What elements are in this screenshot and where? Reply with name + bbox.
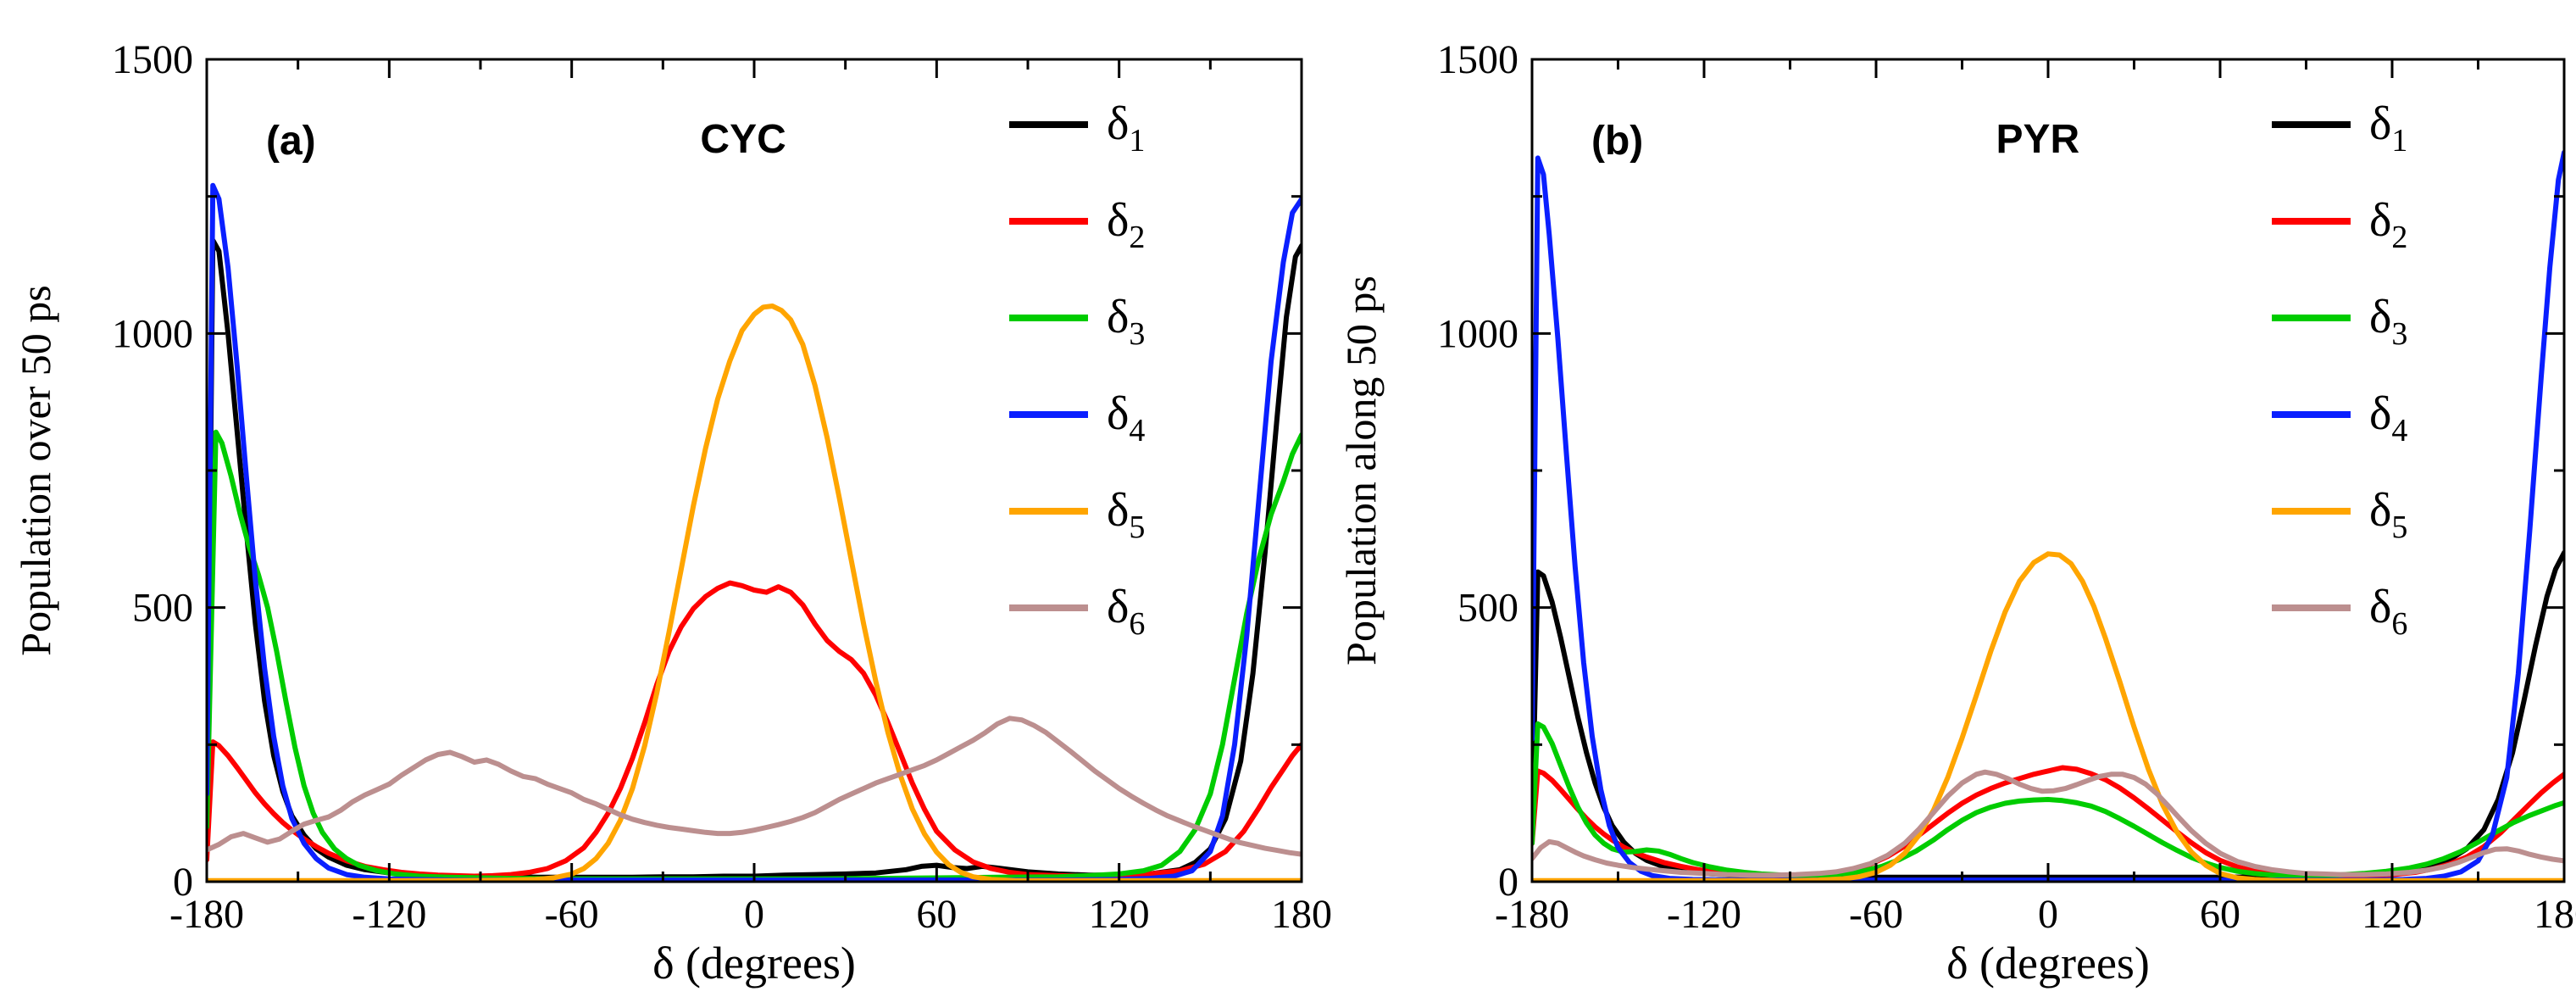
series-group [207,182,1302,882]
panel-b: -180 -120 -60 0 60 120 180 0 500 1000 1500 δ (degre… [1337,37,2576,989]
series-line-delta-6 [1532,769,2564,878]
series-group [1532,149,2564,882]
x-tick-label: 120 [2362,892,2423,937]
legend: δ1 δ2 δ3 δ4 δ5 δ6 [1009,97,1145,642]
x-tick-label: 60 [2200,892,2240,937]
legend-label-delta-2: δ2 [2369,194,2407,255]
legend-label-delta-4: δ4 [1107,387,1145,448]
x-tick-label: -120 [1667,892,1741,937]
legend-label-delta-6: δ6 [1107,581,1145,642]
series-line-delta-1 [1532,550,2564,880]
x-tick-label: 0 [2038,892,2058,937]
x-tick-label: -120 [352,892,426,937]
legend-label-delta-3: δ3 [1107,291,1145,352]
legend-label-delta-5: δ5 [1107,484,1145,545]
panel-title: PYR [1996,117,2079,162]
y-tick-label: 1000 [1437,311,1518,356]
legend: δ1 δ2 δ3 δ4 δ5 δ6 [2272,97,2407,642]
y-tick-label: 1500 [112,37,193,82]
x-tick-label: 60 [916,892,957,937]
legend-label-delta-4: δ4 [2369,387,2407,448]
y-axis-title: Population along 50 ps [1337,276,1385,666]
x-tick-label: -180 [169,892,244,937]
legend-label-delta-3: δ3 [2369,291,2407,352]
x-axis-title: δ (degrees) [652,938,856,989]
panel-a: -180 -120 -60 0 60 120 180 0 500 1000 1500 δ (degre… [12,37,1332,989]
x-axis-title: δ (degrees) [1946,938,2150,989]
series-line-delta-6 [207,716,1302,857]
y-tick-label: 0 [173,860,193,905]
panel-label: (b) [1591,119,1643,164]
y-tick-label: 1500 [1437,37,1518,82]
x-tick-label: 180 [2534,892,2576,937]
x-tick-label: 0 [744,892,764,937]
y-axis-title: Population over 50 ps [12,285,59,655]
y-tick-label: 1000 [112,311,193,356]
legend-label-delta-1: δ1 [1107,97,1145,159]
y-tick-label: 0 [1498,860,1518,905]
legend-label-delta-5: δ5 [2369,484,2407,545]
x-tick-label: 120 [1089,892,1150,937]
legend-label-delta-6: δ6 [2369,581,2407,642]
y-tick-label: 500 [132,586,193,631]
x-tick-label: 180 [1271,892,1332,937]
x-tick-label: -180 [1495,892,1569,937]
legend-label-delta-2: δ2 [1107,194,1145,255]
series-line-delta-5 [207,304,1302,882]
panel-title: CYC [700,117,786,162]
x-tick-label: -60 [545,892,599,937]
y-tick-label: 500 [1457,586,1518,631]
panel-label: (a) [266,119,316,164]
x-tick-label: -60 [1849,892,1903,937]
legend-label-delta-1: δ1 [2369,97,2407,159]
